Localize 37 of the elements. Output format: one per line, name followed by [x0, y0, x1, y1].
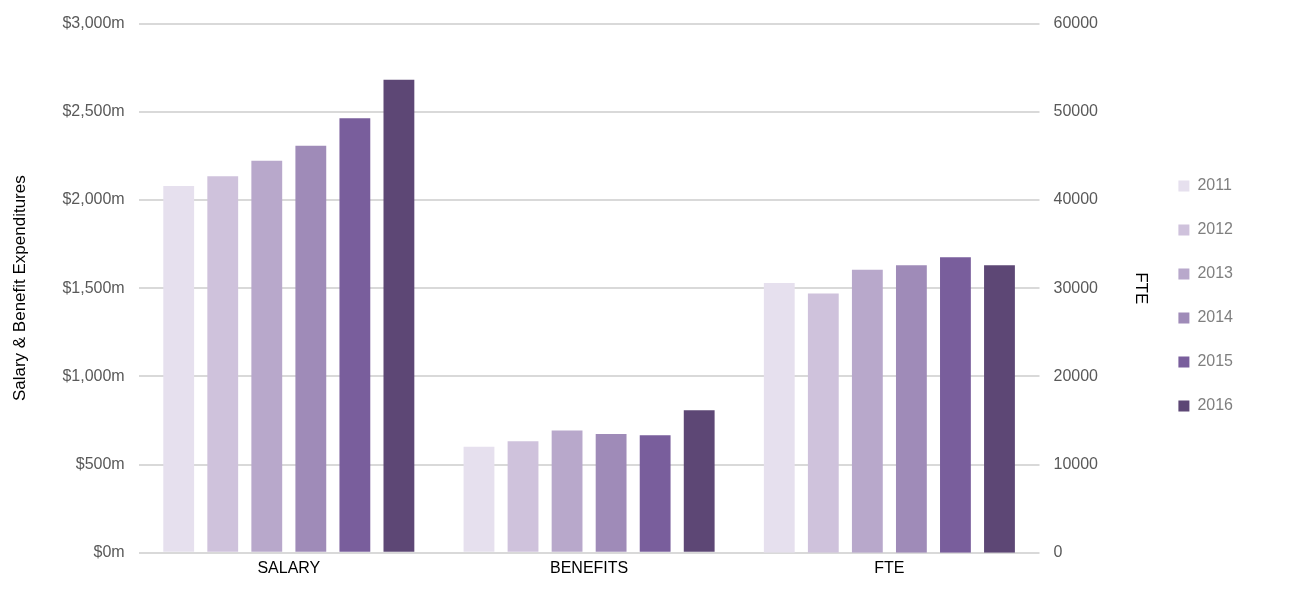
y-tick-label: $1,000m — [62, 366, 125, 384]
legend-label: 2013 — [1197, 264, 1234, 282]
bar — [463, 446, 495, 552]
y-tick-label: $3,000m — [62, 14, 125, 32]
bar — [383, 79, 415, 552]
x-tick-label: FTE — [874, 558, 905, 576]
y2-tick-label: 40000 — [1053, 190, 1099, 208]
bar — [683, 410, 715, 552]
y-tick-label: $0m — [93, 543, 125, 561]
y-tick-label: $1,500m — [62, 278, 125, 296]
legend-label: 2012 — [1197, 220, 1234, 238]
y-tick-label: $2,000m — [62, 190, 125, 208]
bar — [163, 185, 195, 552]
legend-label: 2015 — [1197, 352, 1234, 370]
y2-tick-label: 10000 — [1053, 455, 1099, 473]
y-tick-label: $2,500m — [62, 102, 125, 120]
y-axis-title: Salary & Benefit Expenditures — [9, 175, 29, 402]
legend-label: 2014 — [1197, 308, 1234, 326]
bar — [339, 118, 371, 552]
bar — [295, 145, 327, 552]
bar — [551, 430, 583, 552]
y2-tick-label: 60000 — [1053, 14, 1099, 32]
y2-tick-label: 30000 — [1053, 278, 1099, 296]
bar — [639, 435, 671, 552]
y2-tick-label: 0 — [1053, 543, 1063, 561]
y-tick-label: $500m — [75, 455, 125, 473]
legend-label: 2016 — [1197, 396, 1234, 414]
legend-label: 2011 — [1197, 176, 1232, 194]
y2-tick-label: 50000 — [1053, 102, 1099, 120]
x-tick-label: BENEFITS — [549, 558, 629, 576]
y2-tick-label: 20000 — [1053, 366, 1099, 384]
bar — [251, 160, 283, 552]
bar — [595, 434, 627, 552]
y2-axis-title: FTE — [1131, 272, 1151, 305]
bar — [207, 176, 239, 552]
x-tick-label: SALARY — [257, 558, 321, 576]
bar — [507, 441, 539, 552]
